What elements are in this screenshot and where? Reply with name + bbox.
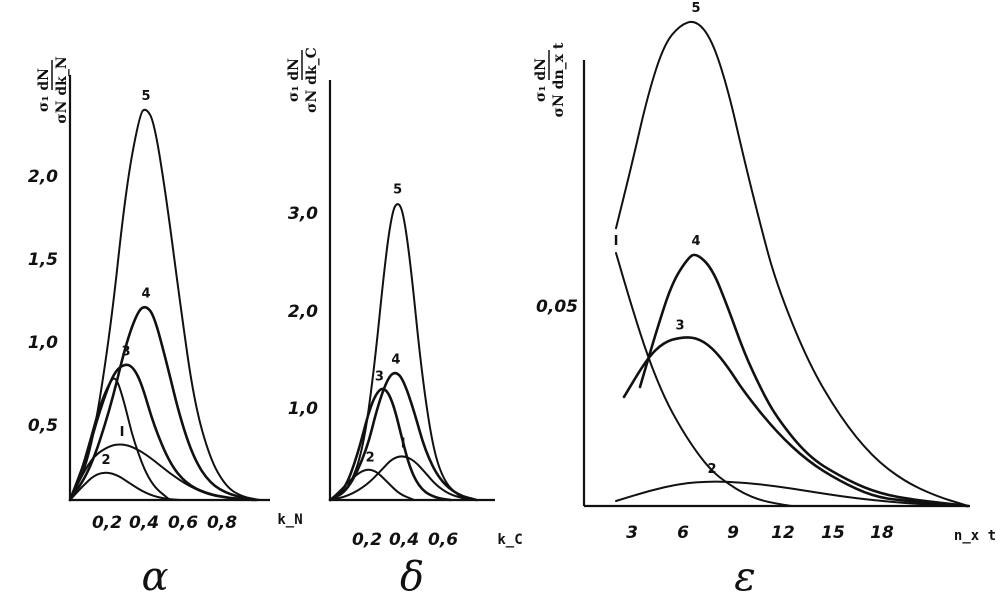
x-tick-label: 0,4	[129, 513, 159, 533]
curve-2-line	[69, 471, 181, 501]
panel-alpha-x-label: k_N	[277, 512, 302, 528]
curve-I-label: I	[401, 437, 406, 452]
y-tick-label: 1,0	[288, 399, 318, 419]
x-tick-label: 0,6	[168, 513, 198, 533]
curve-5-line	[69, 108, 261, 502]
panel-alpha-y-ticks: 0,5 1,0 1,5 2,0	[28, 167, 58, 436]
y-tick-label: 0,05	[536, 297, 578, 317]
y-tick-label: 0,5	[28, 416, 58, 436]
panel-delta-curve-labels: 5 43 I 2	[366, 183, 406, 466]
x-tick-label: 3	[626, 523, 638, 543]
panel-epsilon-x-label: n_x t	[954, 528, 996, 544]
panel-alpha-letter: α	[141, 554, 168, 600]
curve-4-label: 4	[391, 353, 400, 368]
svg-text:σN dk_C: σN dk_C	[304, 47, 320, 113]
panel-alpha-curve-labels: 5 4 3 I2	[101, 89, 150, 468]
curve-2-line	[329, 468, 416, 501]
panel-epsilon-letter: ε	[734, 554, 755, 600]
curve-I-line	[69, 443, 251, 501]
panel-delta-x-label: k_C	[497, 532, 522, 548]
curve-I-label: I	[120, 425, 125, 440]
panel-alpha-x-ticks: 0,2 0,4 0,6 0,8	[92, 513, 237, 533]
x-tick-label: 12	[771, 523, 795, 543]
panel-epsilon-y-label: σ₁ dN σN dn_x t	[533, 42, 567, 117]
y-tick-label: 1,5	[28, 250, 58, 270]
curve-2-label: 2	[707, 462, 716, 477]
curve-2-label: 2	[366, 450, 375, 465]
curve-2-label: 2	[101, 453, 110, 468]
curve-3-line	[328, 387, 452, 502]
x-tick-label: 0,2	[352, 530, 382, 550]
svg-text:σ₁ dN: σ₁ dN	[533, 58, 549, 102]
x-tick-label: 0,4	[389, 530, 419, 550]
panel-delta-x-ticks: 0,2 0,4 0,6	[352, 530, 458, 550]
curve-5-line	[615, 20, 969, 507]
panel-delta-y-ticks: 1,0 2,0 3,0	[288, 204, 318, 419]
x-tick-label: 0,6	[428, 530, 458, 550]
curve-unlabeled-line	[69, 377, 171, 502]
panel-epsilon-x-ticks: 3 6 9 12 15 18	[626, 523, 894, 543]
y-tick-label: 1,0	[28, 333, 58, 353]
curve-I-line	[615, 252, 793, 508]
svg-text:σN dn_x t: σN dn_x t	[551, 42, 567, 117]
x-tick-label: 9	[727, 523, 739, 543]
curve-4-line	[638, 253, 970, 508]
x-tick-label: 0,2	[92, 513, 122, 533]
panel-delta-letter: δ	[400, 554, 424, 600]
curve-I-line	[329, 455, 474, 501]
curve-2-line	[615, 480, 969, 507]
panel-epsilon-curve-labels: 5 4 3 I 2	[614, 1, 717, 477]
panel-epsilon-curves	[615, 20, 970, 508]
panel-delta-y-label: σ₁ dN σN dk_C	[286, 47, 320, 113]
panel-alpha-curves	[68, 108, 261, 502]
curve-I-label: I	[614, 234, 619, 249]
svg-text:σ₁ dN: σ₁ dN	[286, 58, 302, 102]
x-tick-label: 15	[821, 523, 845, 543]
curve-4-line	[68, 305, 258, 502]
curve-3-label: 3	[675, 318, 684, 333]
curve-3-line	[68, 363, 256, 502]
curve-3-line	[622, 336, 970, 508]
curve-5-label: 5	[691, 1, 700, 16]
curve-5-label: 5	[141, 89, 150, 104]
curve-4-label: 4	[691, 234, 700, 249]
x-tick-label: 0,8	[207, 513, 237, 533]
x-tick-label: 18	[870, 523, 894, 543]
y-tick-label: 3,0	[288, 204, 318, 224]
panel-alpha-y-label: σ₁ dN σN dk_N	[36, 56, 70, 123]
panel-epsilon: σ₁ dN σN dn_x t 0,05 3 6 9 12 15 18 n_x …	[533, 1, 996, 600]
svg-text:σ₁ dN: σ₁ dN	[36, 68, 52, 112]
curve-3-label: 3	[375, 369, 384, 384]
y-tick-label: 2,0	[28, 167, 58, 187]
panel-alpha: σ₁ dN σN dk_N 0,5 1,0 1,5 2,0 0,2 0,4 0,…	[28, 56, 303, 600]
panel-epsilon-y-ticks: 0,05	[536, 297, 578, 317]
panel-delta: σ₁ dN σN dk_C 1,0 2,0 3,0 0,2 0,4 0,6 k_…	[286, 47, 523, 600]
y-tick-label: 2,0	[288, 302, 318, 322]
curve-5-line	[329, 203, 474, 501]
curve-3-label: 3	[121, 344, 130, 359]
panel-delta-curves	[328, 203, 478, 502]
svg-text:σN dk_N: σN dk_N	[54, 56, 70, 123]
curve-4-line	[328, 371, 478, 502]
curve-5-label: 5	[393, 183, 402, 198]
curve-4-label: 4	[141, 287, 150, 302]
x-tick-label: 6	[677, 523, 689, 543]
